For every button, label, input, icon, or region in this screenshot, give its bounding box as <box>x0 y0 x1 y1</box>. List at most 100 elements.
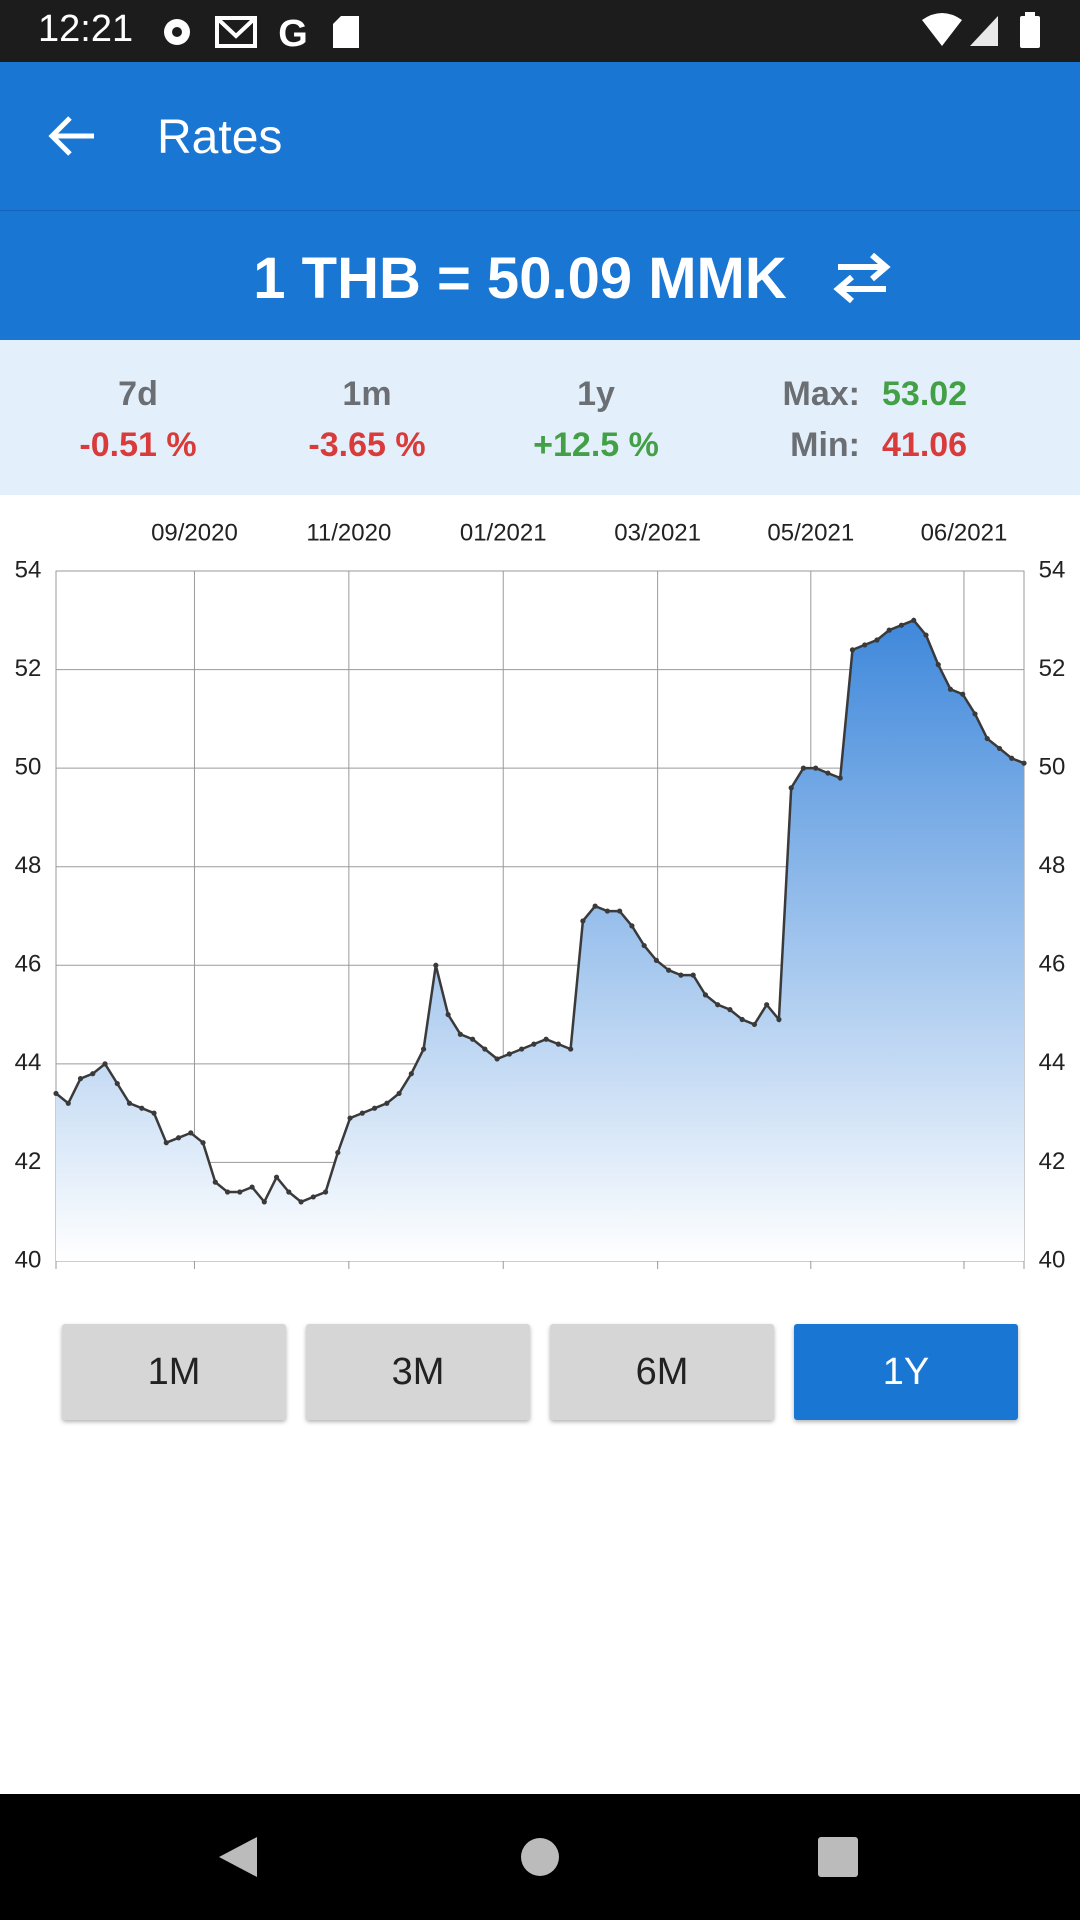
data-point <box>359 1110 365 1116</box>
data-point <box>396 1090 402 1097</box>
data-point <box>911 617 917 623</box>
data-point <box>506 1051 512 1057</box>
data-point <box>175 1135 182 1141</box>
data-point <box>237 1189 243 1195</box>
y-tick-label: 46 <box>1039 951 1066 978</box>
nav-home[interactable] <box>521 1838 559 1876</box>
y-tick-label: 54 <box>15 556 42 583</box>
data-point <box>604 908 610 914</box>
data-point <box>837 775 843 781</box>
data-point <box>800 765 807 771</box>
data-point <box>53 1090 59 1097</box>
stat-label: 1m <box>342 375 392 413</box>
data-point <box>126 1100 133 1106</box>
data-point <box>825 770 831 776</box>
y-tick-label: 52 <box>15 655 42 682</box>
range-button[interactable]: 1Y <box>794 1324 1018 1420</box>
data-point <box>310 1194 316 1200</box>
y-tick-label: 48 <box>1039 852 1066 879</box>
data-point <box>102 1061 108 1067</box>
data-point <box>531 1041 537 1047</box>
data-point <box>408 1071 414 1077</box>
data-point <box>641 942 647 949</box>
y-tick-label: 48 <box>15 852 42 879</box>
data-point <box>433 962 439 968</box>
data-point <box>960 691 966 697</box>
data-point <box>249 1184 255 1190</box>
data-point <box>224 1189 231 1195</box>
data-point <box>580 918 586 924</box>
data-point <box>715 1002 721 1008</box>
nav-back[interactable] <box>219 1837 257 1877</box>
rate-text: 1 THB = 50.09 MMK <box>253 246 787 311</box>
data-point <box>739 1016 745 1023</box>
data-point <box>923 632 929 638</box>
data-point <box>592 903 598 909</box>
data-point <box>420 1046 427 1052</box>
data-point <box>212 1179 218 1185</box>
data-point <box>776 1016 782 1023</box>
data-point <box>996 745 1003 752</box>
y-tick-label: 50 <box>15 753 42 780</box>
back-button[interactable] <box>48 114 98 158</box>
data-point <box>617 908 623 914</box>
data-point <box>935 662 941 668</box>
x-tick-label: 01/2021 <box>460 519 547 546</box>
data-point <box>972 711 978 717</box>
data-point <box>457 1031 463 1037</box>
nav-icons <box>219 1837 858 1877</box>
clock: 12:21 <box>38 8 134 50</box>
stats-panel: 7d -0.51 % 1m -3.65 % 1y +12.5 % Max: 53.02 Min:… <box>0 340 1080 495</box>
data-point <box>322 1189 329 1195</box>
y-tick-label: 52 <box>1039 655 1066 682</box>
stat-value: -0.51 % <box>79 426 197 464</box>
stat-value: -3.65 % <box>308 426 426 464</box>
data-point <box>555 1041 561 1047</box>
stat-label: 1y <box>577 375 615 413</box>
data-point <box>188 1130 194 1136</box>
range-button[interactable]: 3M <box>306 1324 530 1420</box>
data-point <box>727 1007 733 1013</box>
data-point <box>764 1002 770 1008</box>
x-tick-label: 05/2021 <box>767 519 854 546</box>
data-point <box>751 1021 758 1028</box>
min-value: 41.06 <box>882 426 968 464</box>
data-point <box>114 1080 120 1087</box>
data-point <box>849 647 856 653</box>
data-point <box>1021 760 1027 766</box>
max-value: 53.02 <box>882 375 968 413</box>
y-tick-label: 42 <box>1039 1148 1066 1175</box>
data-point <box>298 1199 304 1205</box>
nav-recents[interactable] <box>818 1837 858 1877</box>
data-point <box>788 785 794 791</box>
stat-value: +12.5 % <box>533 426 659 464</box>
svg-text:G: G <box>278 13 308 52</box>
data-point <box>947 686 954 692</box>
data-point <box>629 923 635 929</box>
data-point <box>151 1110 157 1116</box>
data-point <box>984 735 990 742</box>
data-point <box>200 1140 206 1146</box>
data-point <box>1009 755 1015 761</box>
x-tick-label: 06/2021 <box>921 519 1008 546</box>
stat-label: 7d <box>118 375 158 413</box>
data-point <box>494 1056 500 1062</box>
data-point <box>347 1115 353 1121</box>
data-point <box>65 1100 71 1106</box>
range-button[interactable]: 6M <box>550 1324 774 1420</box>
data-point <box>813 765 819 771</box>
data-point <box>519 1046 525 1052</box>
range-button[interactable]: 1M <box>62 1324 286 1420</box>
data-point <box>678 972 684 978</box>
data-point <box>77 1076 84 1082</box>
y-tick-label: 44 <box>1039 1049 1066 1076</box>
data-point <box>862 642 868 648</box>
app-title: Rates <box>157 111 283 164</box>
app-bar: Rates <box>0 62 1080 210</box>
data-point <box>335 1149 341 1156</box>
y-tick-label: 46 <box>15 951 42 978</box>
swap-button[interactable] <box>830 253 894 303</box>
data-point <box>666 967 672 973</box>
data-point <box>568 1046 574 1052</box>
